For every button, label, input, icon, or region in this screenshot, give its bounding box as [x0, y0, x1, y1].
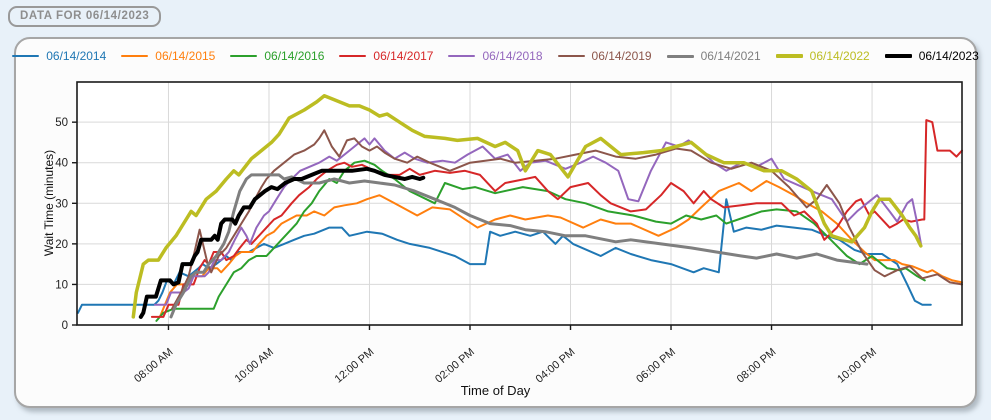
legend-line-swatch	[775, 54, 803, 58]
legend-label: 06/14/2014	[46, 49, 107, 63]
series-group	[77, 94, 963, 322]
x-axis-title: Time of Day	[460, 383, 531, 398]
x-tick-label: 12:00 PM	[333, 346, 377, 385]
y-tick-label: 30	[55, 198, 68, 210]
series-line-06-14-2018	[153, 137, 923, 306]
x-tick-label: 08:00 PM	[735, 346, 779, 385]
legend-label: 06/14/2023	[918, 49, 979, 63]
legend-item-06-14-2022[interactable]: 06/14/2022	[775, 49, 870, 63]
legend-label: 06/14/2015	[155, 49, 216, 63]
y-tick-label: 50	[55, 117, 68, 129]
series-line-06-14-2022	[131, 94, 923, 319]
legend-item-06-14-2019[interactable]: 06/14/2019	[557, 49, 652, 63]
x-tick-label: 06:00 PM	[634, 346, 678, 385]
legend-label: 06/14/2016	[264, 49, 325, 63]
x-tick-label: 04:00 PM	[534, 346, 578, 385]
legend-label: 06/14/2022	[809, 49, 870, 63]
data-for-badge: DATA FOR 06/14/2023	[8, 6, 162, 27]
y-tick-label: 20	[55, 239, 68, 251]
x-tick-label: 02:00 PM	[433, 346, 477, 385]
legend-label: 06/14/2018	[482, 49, 543, 63]
x-tick-label: 08:00 AM	[132, 346, 175, 385]
legend-item-06-14-2015[interactable]: 06/14/2015	[121, 50, 215, 62]
x-tick-label: 10:00 AM	[233, 346, 276, 385]
y-axis-title: Wait Time (minutes)	[42, 149, 56, 257]
legend-line-swatch	[884, 54, 912, 58]
legend-line-swatch	[121, 54, 149, 58]
y-tick-label: 10	[55, 279, 68, 291]
legend-label: 06/14/2019	[591, 49, 652, 63]
chart-legend: 06/14/2014 06/14/2015 06/14/2016 06/14/2017…	[12, 49, 979, 63]
legend-line-swatch	[448, 54, 476, 58]
y-tick-label: 40	[55, 158, 68, 170]
legend-label: 06/14/2021	[700, 49, 761, 63]
legend-item-06-14-2023[interactable]: 06/14/2023	[884, 49, 979, 63]
x-tick-label: 10:00 PM	[835, 346, 879, 385]
series-line-06-14-2019	[171, 129, 963, 310]
legend-line-swatch	[230, 54, 258, 58]
series-line-06-14-2021	[169, 173, 869, 319]
legend-item-06-14-2017[interactable]: 06/14/2017	[339, 50, 433, 62]
legend-item-06-14-2016[interactable]: 06/14/2016	[230, 50, 324, 62]
legend-item-06-14-2014[interactable]: 06/14/2014	[12, 50, 106, 62]
legend-line-swatch	[12, 54, 40, 58]
y-tick-label: 0	[62, 320, 68, 332]
series-line-06-14-2016	[155, 159, 926, 322]
series-line-06-14-2023	[138, 166, 426, 319]
legend-label: 06/14/2017	[373, 49, 434, 63]
legend-item-06-14-2021[interactable]: 06/14/2021	[666, 49, 761, 63]
series-line-06-14-2017	[150, 119, 963, 318]
legend-line-swatch	[557, 54, 585, 58]
legend-line-swatch	[666, 54, 694, 58]
legend-item-06-14-2018[interactable]: 06/14/2018	[448, 49, 543, 63]
legend-line-swatch	[339, 54, 367, 58]
